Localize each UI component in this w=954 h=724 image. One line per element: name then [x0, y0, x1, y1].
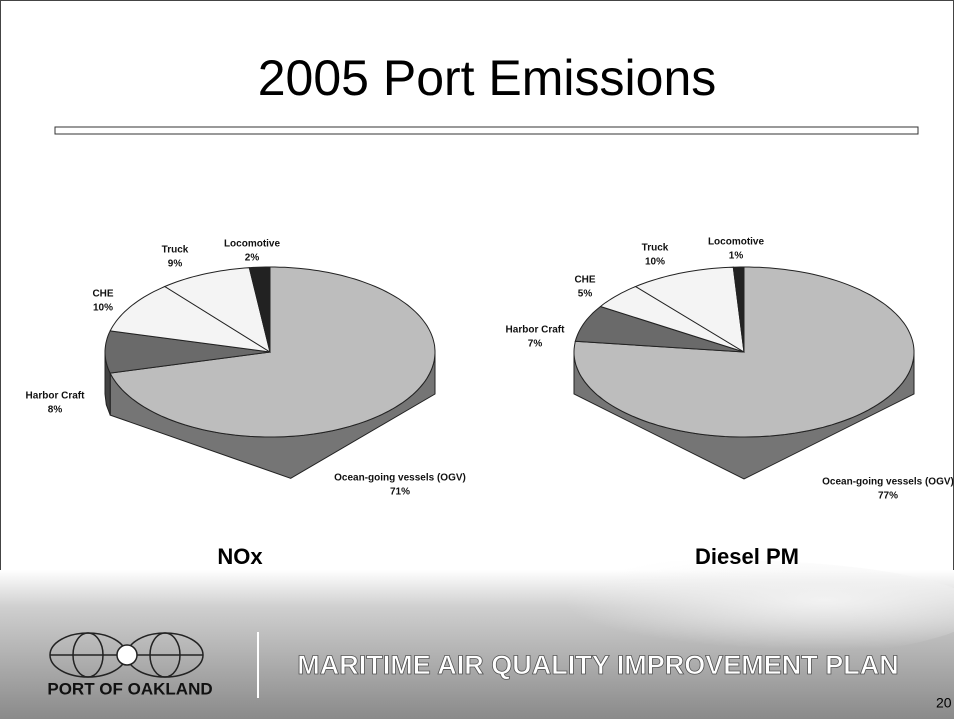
slice-name: Truck	[642, 243, 669, 254]
slice-name: Locomotive	[224, 239, 281, 250]
slice-value: 10%	[93, 303, 113, 314]
slice-name: CHE	[92, 289, 113, 300]
slice-value: 8%	[48, 405, 63, 416]
title-rule	[55, 127, 918, 134]
slice-name: Harbor Craft	[506, 325, 566, 336]
slice-value: 77%	[878, 491, 898, 502]
page-number: 20	[936, 695, 952, 711]
slide-title: 2005 Port Emissions	[258, 50, 717, 106]
chart-title: Diesel PM	[695, 544, 799, 569]
slice-name: Locomotive	[708, 237, 765, 248]
slice-value: 10%	[645, 257, 665, 268]
slice-value: 7%	[528, 339, 543, 350]
slice-value: 2%	[245, 253, 260, 264]
slice-name: CHE	[574, 275, 595, 286]
slice-name: Harbor Craft	[26, 391, 86, 402]
chart-title: NOx	[217, 544, 263, 569]
organization: PORT OF OAKLAND	[47, 679, 212, 698]
plan-name: MARITIME AIR QUALITY IMPROVEMENT PLAN	[297, 650, 899, 680]
slice-name: Ocean-going vessels (OGV)	[334, 473, 466, 484]
slide: 2005 Port Emissions PORT OF OAKLAND MARI…	[0, 0, 954, 719]
slice-value: 1%	[729, 251, 744, 262]
slice-name: Truck	[162, 245, 189, 256]
slice-value: 5%	[578, 289, 593, 300]
slice-value: 71%	[390, 487, 410, 498]
slice-name: Ocean-going vessels (OGV)	[822, 477, 954, 488]
slice-value: 9%	[168, 259, 183, 270]
